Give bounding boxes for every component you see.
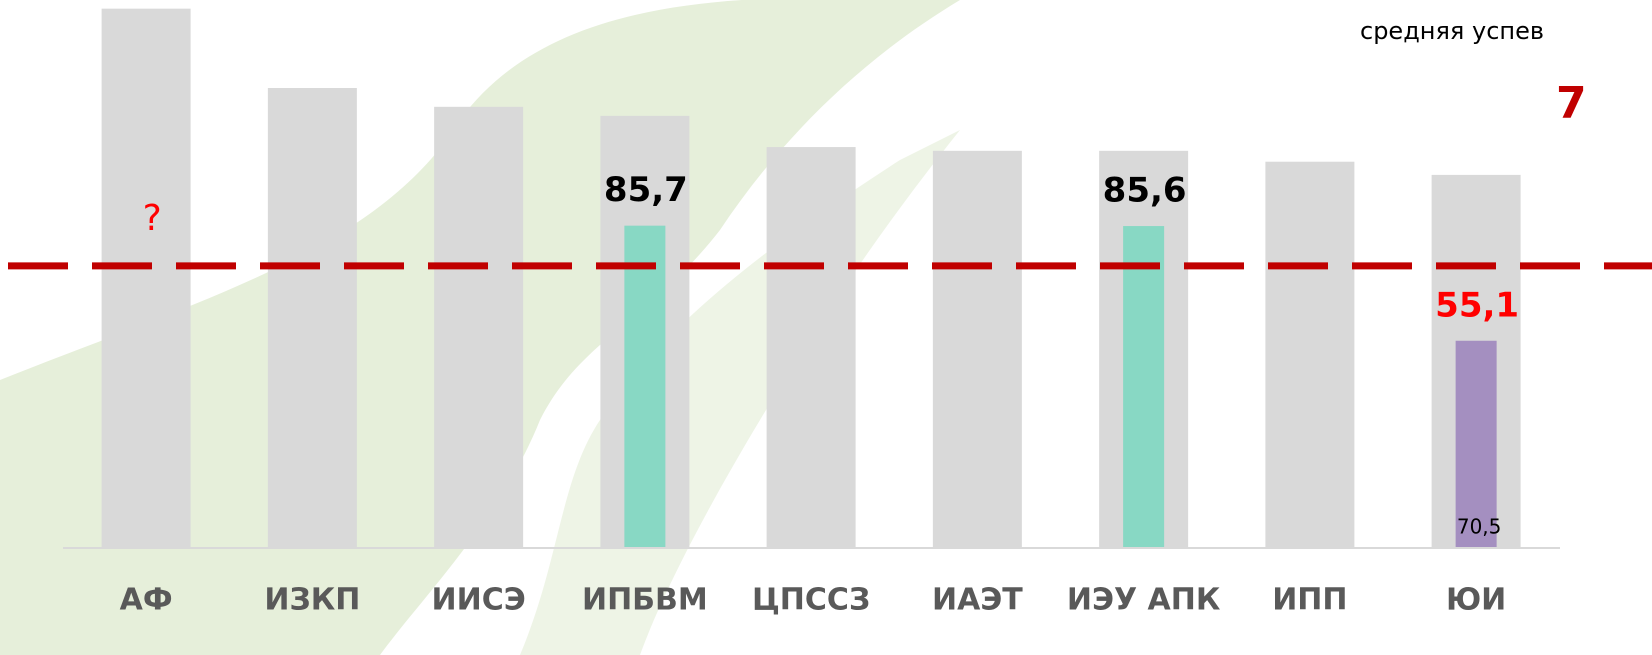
data-label: 85,6	[1103, 171, 1187, 211]
data-label: 55,1	[1435, 285, 1519, 325]
x-tick-label: ИЭУ АПК	[1067, 583, 1221, 618]
bar	[932, 150, 1022, 548]
bar	[1123, 226, 1165, 549]
x-tick-label: ЦПССЗ	[752, 583, 870, 618]
bar	[267, 88, 357, 548]
reference-label: средняя успев	[1360, 17, 1544, 45]
bar	[434, 106, 524, 549]
bar	[766, 147, 856, 548]
annotation: 70,5	[1457, 515, 1502, 539]
bar	[624, 225, 666, 548]
x-tick-label: ИПБВМ	[582, 583, 708, 618]
reference-value: 7	[1556, 78, 1587, 129]
x-tick-label: АФ	[120, 583, 173, 618]
x-tick-label: ИИСЭ	[432, 583, 526, 618]
bar	[1265, 161, 1355, 548]
x-tick-label: ЮИ	[1446, 583, 1506, 618]
bar	[101, 8, 191, 549]
data-label: 85,7	[604, 170, 688, 210]
bar	[1455, 340, 1497, 548]
x-tick-label: ИПП	[1272, 583, 1347, 618]
annotation: ?	[143, 198, 162, 239]
x-tick-label: ИЗКП	[264, 583, 360, 618]
x-tick-label: ИАЭТ	[932, 583, 1023, 618]
